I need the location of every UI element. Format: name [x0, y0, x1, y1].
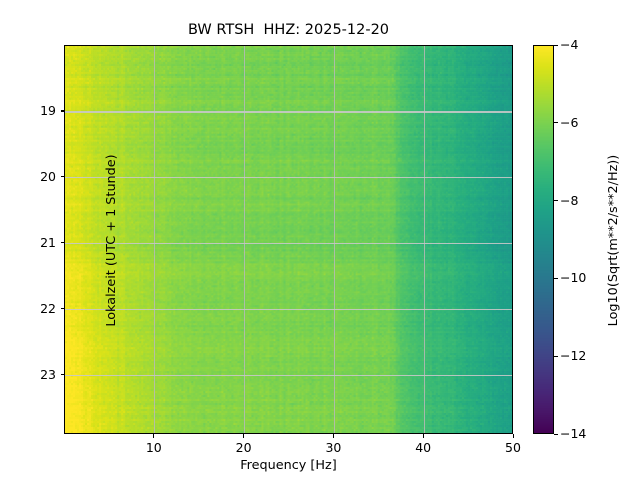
x-tick: [512, 434, 514, 438]
colorbar-tick: [554, 44, 558, 46]
colorbar-gradient: [534, 46, 553, 433]
colorbar-label: Log10(Sqrt(m**2/s**2/Hz)): [606, 154, 621, 327]
y-tick-label: 20: [40, 168, 56, 184]
x-tick: [332, 434, 334, 438]
y-tick: [60, 242, 64, 244]
y-tick-label: 21: [40, 234, 56, 250]
colorbar-tick-label: −12: [560, 348, 587, 364]
colorbar-tick: [554, 277, 558, 279]
page-title: BW RTSH HHZ: 2025-12-20: [187, 22, 390, 38]
y-tick: [60, 308, 64, 310]
colorbar-tick-label: −8: [560, 192, 579, 208]
colorbar-tick: [554, 355, 558, 357]
y-tick: [60, 176, 64, 178]
x-tick: [243, 434, 245, 438]
x-tick-label: 50: [505, 440, 521, 455]
y-tick-label: 19: [40, 102, 56, 118]
colorbar: [533, 45, 554, 434]
spectrogram-axes: [64, 45, 513, 434]
x-tick-label: 10: [145, 440, 162, 455]
x-tick-label: 30: [325, 440, 342, 455]
spectrogram-image: [65, 46, 512, 433]
colorbar-tick: [554, 433, 558, 435]
y-axis-label: Lokalzeit (UTC + 1 Stunde): [104, 154, 119, 327]
x-axis-label: Frequency [Hz]: [240, 458, 337, 473]
x-tick-label: 40: [415, 440, 432, 455]
y-tick-label: 22: [40, 300, 56, 316]
y-tick-label: 23: [40, 366, 56, 382]
y-tick: [60, 110, 64, 112]
x-tick-label: 20: [235, 440, 252, 455]
colorbar-tick-label: −10: [560, 270, 587, 286]
colorbar-tick-label: −4: [560, 37, 579, 52]
y-tick: [60, 374, 64, 376]
colorbar-tick: [554, 122, 558, 124]
x-tick: [422, 434, 424, 438]
colorbar-tick-label: −6: [560, 114, 579, 130]
x-tick: [153, 434, 155, 438]
colorbar-tick-label: −14: [560, 426, 587, 441]
colorbar-tick: [554, 200, 558, 202]
